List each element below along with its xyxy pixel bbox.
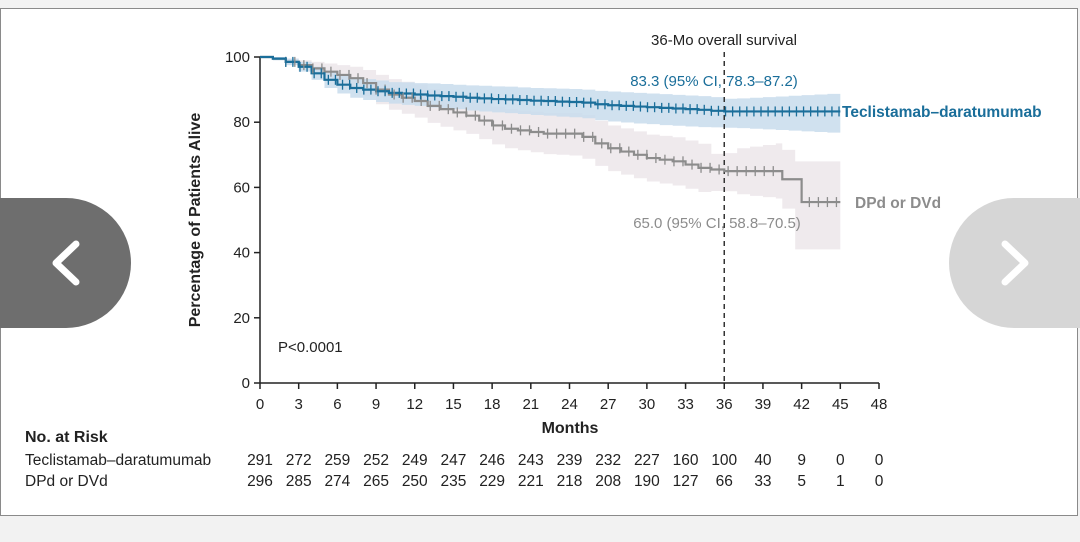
at-risk-value-teclistamab: 232 xyxy=(595,452,621,469)
at-risk-value-teclistamab: 252 xyxy=(363,452,389,469)
p-value-label: P<0.0001 xyxy=(278,339,343,356)
x-tick-label: 30 xyxy=(639,396,656,413)
x-ticks: 0 3 6 9 12 15 18 21 24 27 30 33 36 39 42 45 48 xyxy=(256,383,888,413)
censor-marks xyxy=(285,56,840,208)
at-risk-value-teclistamab: 249 xyxy=(402,452,428,469)
at-risk-value-teclistamab: 0 xyxy=(875,452,884,469)
x-tick-label: 27 xyxy=(600,396,617,413)
at-risk-value-dpd: 296 xyxy=(247,473,273,490)
chevron-left-icon xyxy=(52,240,79,286)
teclistamab-annotation: 83.3 (95% CI, 78.3–87.2) xyxy=(630,73,798,90)
at-risk-value-dpd: 0 xyxy=(875,473,884,490)
at-risk-row-label-dpd: DPd or DVd xyxy=(25,473,108,490)
x-tick-label: 39 xyxy=(755,396,772,413)
reference-line-label: 36-Mo overall survival xyxy=(651,32,797,49)
y-ticks: 0 20 40 60 80 100 xyxy=(225,49,260,392)
at-risk-values: 291 272 259 252 249 247 246 243 239 232 227 160 100 4… xyxy=(247,452,884,490)
x-tick-label: 42 xyxy=(793,396,810,413)
at-risk-value-teclistamab: 239 xyxy=(557,452,583,469)
next-slide-button[interactable] xyxy=(949,198,1080,328)
at-risk-value-dpd: 190 xyxy=(634,473,660,490)
at-risk-value-dpd: 33 xyxy=(754,473,771,490)
at-risk-value-teclistamab: 100 xyxy=(711,452,737,469)
at-risk-value-teclistamab: 9 xyxy=(797,452,806,469)
x-tick-label: 24 xyxy=(561,396,578,413)
at-risk-value-teclistamab: 227 xyxy=(634,452,660,469)
at-risk-value-dpd: 274 xyxy=(324,473,350,490)
at-risk-value-teclistamab: 243 xyxy=(518,452,544,469)
at-risk-value-dpd: 285 xyxy=(286,473,312,490)
x-tick-label: 0 xyxy=(256,396,264,413)
at-risk-value-teclistamab: 272 xyxy=(286,452,312,469)
at-risk-value-dpd: 127 xyxy=(673,473,699,490)
previous-slide-button[interactable] xyxy=(0,198,131,328)
at-risk-value-dpd: 235 xyxy=(441,473,467,490)
at-risk-header: No. at Risk xyxy=(25,429,108,446)
at-risk-value-teclistamab: 160 xyxy=(673,452,699,469)
at-risk-row-label-teclistamab: Teclistamab–daratumumab xyxy=(25,452,211,469)
at-risk-value-teclistamab: 0 xyxy=(836,452,845,469)
x-tick-label: 36 xyxy=(716,396,733,413)
teclistamab-confidence-band xyxy=(260,57,841,134)
at-risk-value-teclistamab: 291 xyxy=(247,452,273,469)
x-tick-label: 21 xyxy=(522,396,539,413)
y-tick-label: 100 xyxy=(225,49,250,66)
legend-dpd: DPd or DVd xyxy=(855,195,941,212)
at-risk-value-dpd: 5 xyxy=(797,473,806,490)
at-risk-value-dpd: 1 xyxy=(836,473,845,490)
chevron-right-icon xyxy=(1001,240,1028,286)
y-tick-label: 0 xyxy=(242,375,250,392)
at-risk-value-dpd: 229 xyxy=(479,473,505,490)
at-risk-value-dpd: 250 xyxy=(402,473,428,490)
y-axis-label: Percentage of Patients Alive xyxy=(187,113,204,328)
y-tick-label: 60 xyxy=(233,179,250,196)
x-tick-label: 33 xyxy=(677,396,694,413)
x-tick-label: 45 xyxy=(832,396,849,413)
at-risk-value-teclistamab: 247 xyxy=(441,452,467,469)
y-tick-label: 40 xyxy=(233,245,250,262)
dpd-confidence-band xyxy=(260,57,841,250)
y-tick-label: 20 xyxy=(233,310,250,327)
x-tick-label: 48 xyxy=(871,396,888,413)
x-tick-label: 6 xyxy=(333,396,341,413)
x-tick-label: 9 xyxy=(372,396,380,413)
dpd-annotation: 65.0 (95% CI, 58.8–70.5) xyxy=(633,215,801,232)
x-tick-label: 12 xyxy=(406,396,423,413)
at-risk-value-dpd: 221 xyxy=(518,473,544,490)
legend-teclistamab: Teclistamab–daratumumab xyxy=(842,104,1042,121)
x-axis-label: Months xyxy=(542,420,599,437)
at-risk-value-dpd: 66 xyxy=(716,473,733,490)
at-risk-value-dpd: 265 xyxy=(363,473,389,490)
confidence-bands xyxy=(260,57,841,250)
at-risk-value-teclistamab: 246 xyxy=(479,452,505,469)
at-risk-value-teclistamab: 40 xyxy=(754,452,772,469)
dpd-survival-line xyxy=(260,55,841,204)
x-tick-label: 15 xyxy=(445,396,462,413)
y-tick-label: 80 xyxy=(233,114,250,131)
at-risk-value-dpd: 208 xyxy=(595,473,621,490)
at-risk-value-dpd: 218 xyxy=(557,473,583,490)
at-risk-value-teclistamab: 259 xyxy=(324,452,350,469)
x-tick-label: 18 xyxy=(484,396,501,413)
x-tick-label: 3 xyxy=(295,396,303,413)
